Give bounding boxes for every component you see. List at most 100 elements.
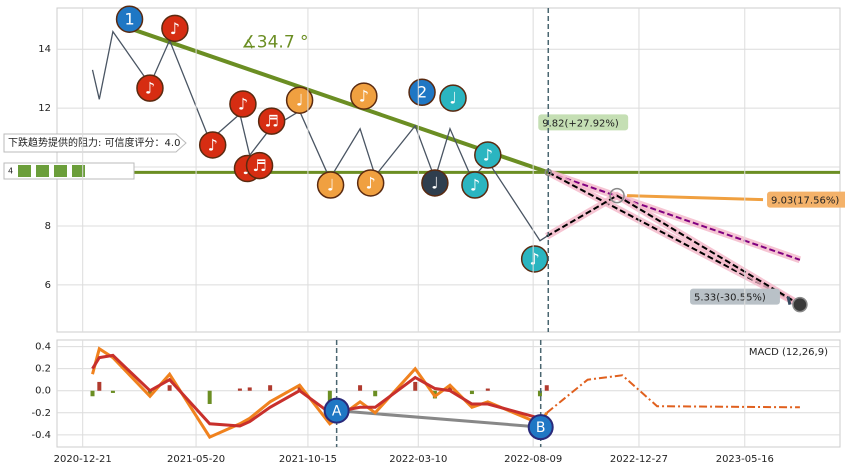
histogram-bar	[297, 385, 302, 391]
histogram-bar	[97, 381, 102, 391]
marker-label: ♪	[530, 249, 540, 268]
marker	[115, 5, 144, 33]
target-point	[792, 296, 808, 313]
histogram-bar	[358, 385, 363, 391]
histogram-bar	[167, 385, 172, 391]
x-tick-label: 2021-10-15	[279, 454, 337, 465]
histogram-bar	[207, 390, 212, 404]
target-point	[609, 187, 625, 204]
marker	[350, 82, 378, 110]
event-label: B	[536, 420, 546, 436]
y-tick-label: 8	[45, 221, 51, 232]
y-tick-label: 12	[38, 103, 51, 114]
y-tick-label: 0.2	[35, 364, 51, 375]
marker	[161, 14, 189, 43]
projection-line	[546, 194, 801, 306]
x-tick-label: 2020-12-21	[54, 454, 112, 465]
histogram-bar	[247, 387, 252, 391]
x-tick-label: 2022-12-27	[610, 454, 668, 465]
marker	[474, 141, 502, 169]
score-icon	[54, 165, 67, 177]
marker-label: ♬	[264, 112, 278, 131]
histogram-bar	[469, 390, 474, 395]
histogram-bar	[110, 390, 115, 393]
marker-label: 1	[124, 10, 134, 29]
marker	[439, 84, 467, 112]
marker-label: ♩	[431, 173, 439, 192]
score-icon	[72, 165, 85, 177]
target-label: 5.33(-30.55%)	[694, 293, 766, 304]
target-label-box	[690, 288, 780, 305]
macd-line	[91, 353, 547, 428]
y-tick-label: 6	[45, 280, 51, 291]
marker-label: 2	[417, 83, 427, 102]
histogram-bar	[544, 385, 549, 391]
macd-panel	[56, 339, 841, 448]
marker	[245, 151, 274, 180]
macd-title: MACD (12,26,9)	[749, 347, 828, 358]
histogram-bar	[413, 381, 418, 391]
marker-label: ♪	[483, 145, 493, 164]
event-point	[323, 397, 350, 424]
macd-line	[91, 346, 549, 439]
y-tick-label: 0.0	[35, 386, 51, 397]
marker	[356, 169, 385, 197]
marker-label: ♪	[359, 87, 369, 106]
layer: 68101214∡34.7 °1♪♪♪♪♬♪♬♩♩♪♪2♩♩♪♪♪9.82(+2…	[3, 5, 845, 465]
histogram-bar	[373, 390, 378, 397]
histogram-bar	[537, 390, 542, 397]
score-icon	[36, 165, 49, 177]
marker	[229, 90, 257, 118]
price-panel	[56, 7, 841, 333]
marker-label: ♪	[470, 176, 480, 195]
histogram-bar	[448, 385, 453, 391]
target-label-box	[538, 114, 629, 131]
marker-label: ♩	[449, 89, 457, 108]
y-tick-label: -0.4	[31, 430, 51, 441]
divergence-line	[336, 409, 541, 429]
target-label: 9.82(+27.92%)	[542, 118, 619, 129]
score-label: 4	[8, 167, 13, 176]
target-arrow	[626, 194, 764, 202]
histogram-bar	[485, 388, 490, 391]
target-label: 9.03(17.56%)	[771, 196, 839, 207]
marker-label: ♪	[238, 95, 248, 114]
marker	[316, 171, 345, 199]
resistance-label: 下跌趋势提供的阻力: 可信度评分：4.0	[8, 136, 180, 149]
target-label-box	[767, 191, 845, 208]
marker	[136, 74, 164, 102]
marker	[285, 86, 314, 114]
projection-line	[547, 171, 801, 261]
histogram-bar	[268, 385, 273, 391]
y-tick-label: 14	[38, 44, 51, 55]
histogram-bar	[147, 390, 152, 397]
x-tick-label: 2021-05-20	[167, 454, 225, 465]
x-tick-label: 2022-08-09	[504, 454, 562, 465]
y-tick-label: 0.4	[35, 342, 51, 353]
event-label: A	[332, 404, 342, 420]
marker	[198, 131, 227, 159]
angle-label: ∡34.7 °	[242, 32, 309, 52]
histogram-bar	[327, 390, 332, 402]
y-tick-label: -0.2	[31, 408, 51, 419]
x-tick-label: 2022-03-10	[389, 454, 447, 465]
histogram-bar	[90, 390, 95, 397]
score-icon	[18, 165, 31, 177]
x-tick-label: 2023-05-16	[716, 454, 774, 465]
marker-label: ♪	[366, 173, 376, 192]
marker	[257, 107, 286, 135]
event-point	[527, 414, 554, 441]
marker	[461, 171, 489, 199]
marker-label: ♩	[327, 176, 335, 195]
marker	[421, 169, 449, 197]
histogram-bar	[237, 388, 242, 391]
resistance-box	[3, 133, 187, 153]
marker	[408, 78, 436, 106]
target-arrow	[786, 296, 792, 305]
marker-label: ♪	[208, 135, 218, 154]
macd-projection	[546, 374, 800, 414]
marker-label: ♪	[170, 19, 180, 38]
marker-label: ♪	[145, 79, 155, 98]
marker-label: ♩	[296, 91, 304, 110]
